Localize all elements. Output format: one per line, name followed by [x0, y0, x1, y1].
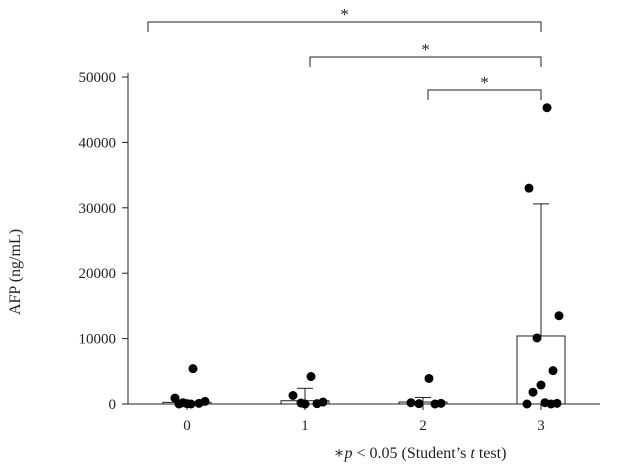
- footnote-t: t: [470, 445, 475, 462]
- y-tick-label: 10000: [79, 332, 117, 348]
- data-point: [548, 366, 558, 376]
- significance-label: *: [480, 73, 489, 92]
- bar: [516, 335, 566, 405]
- data-point: [194, 398, 204, 408]
- x-tick-label: 3: [537, 418, 545, 434]
- data-point: [522, 399, 532, 409]
- x-tick-label: 0: [183, 418, 191, 434]
- data-point: [312, 399, 322, 409]
- data-point: [306, 372, 316, 382]
- data-point: [300, 399, 310, 409]
- data-point: [554, 311, 564, 321]
- data-point: [524, 183, 534, 193]
- x-tick-label: 1: [301, 418, 309, 434]
- data-point: [536, 380, 546, 390]
- footnote-end: test): [475, 445, 507, 462]
- footnote-rest: < 0.05 (Student’s: [352, 445, 470, 462]
- data-point: [528, 387, 538, 397]
- data-point: [186, 399, 196, 409]
- data-point: [414, 399, 424, 409]
- y-axis-title: AFP (ng/mL): [7, 229, 24, 315]
- significance-label: *: [340, 5, 349, 24]
- significance-bracket: [427, 89, 542, 100]
- footnote-p: p: [343, 445, 352, 462]
- significance-label: *: [421, 40, 430, 59]
- data-point: [174, 399, 184, 409]
- y-tick-label: 0: [109, 397, 117, 413]
- significance-bracket: [147, 21, 542, 32]
- y-tick-label: 50000: [79, 70, 117, 86]
- data-point: [288, 390, 298, 400]
- x-tick-label: 2: [419, 418, 427, 434]
- data-point: [542, 103, 552, 113]
- significance-bracket: [309, 56, 542, 67]
- y-tick-label: 30000: [79, 201, 117, 217]
- data-point: [430, 399, 440, 409]
- data-point: [424, 373, 434, 383]
- data-point: [188, 364, 198, 374]
- footnote-star: ∗: [334, 445, 345, 462]
- y-tick-label: 40000: [79, 135, 117, 151]
- y-tick-label: 20000: [79, 266, 117, 282]
- data-point: [532, 333, 542, 343]
- plot-area: 0 10000 20000 30000 40000 50000 0 1 2 3 * * *: [79, 5, 600, 434]
- footnote: ∗p < 0.05 (Student’s t test): [334, 445, 507, 462]
- data-point: [406, 398, 416, 408]
- data-point: [546, 399, 556, 409]
